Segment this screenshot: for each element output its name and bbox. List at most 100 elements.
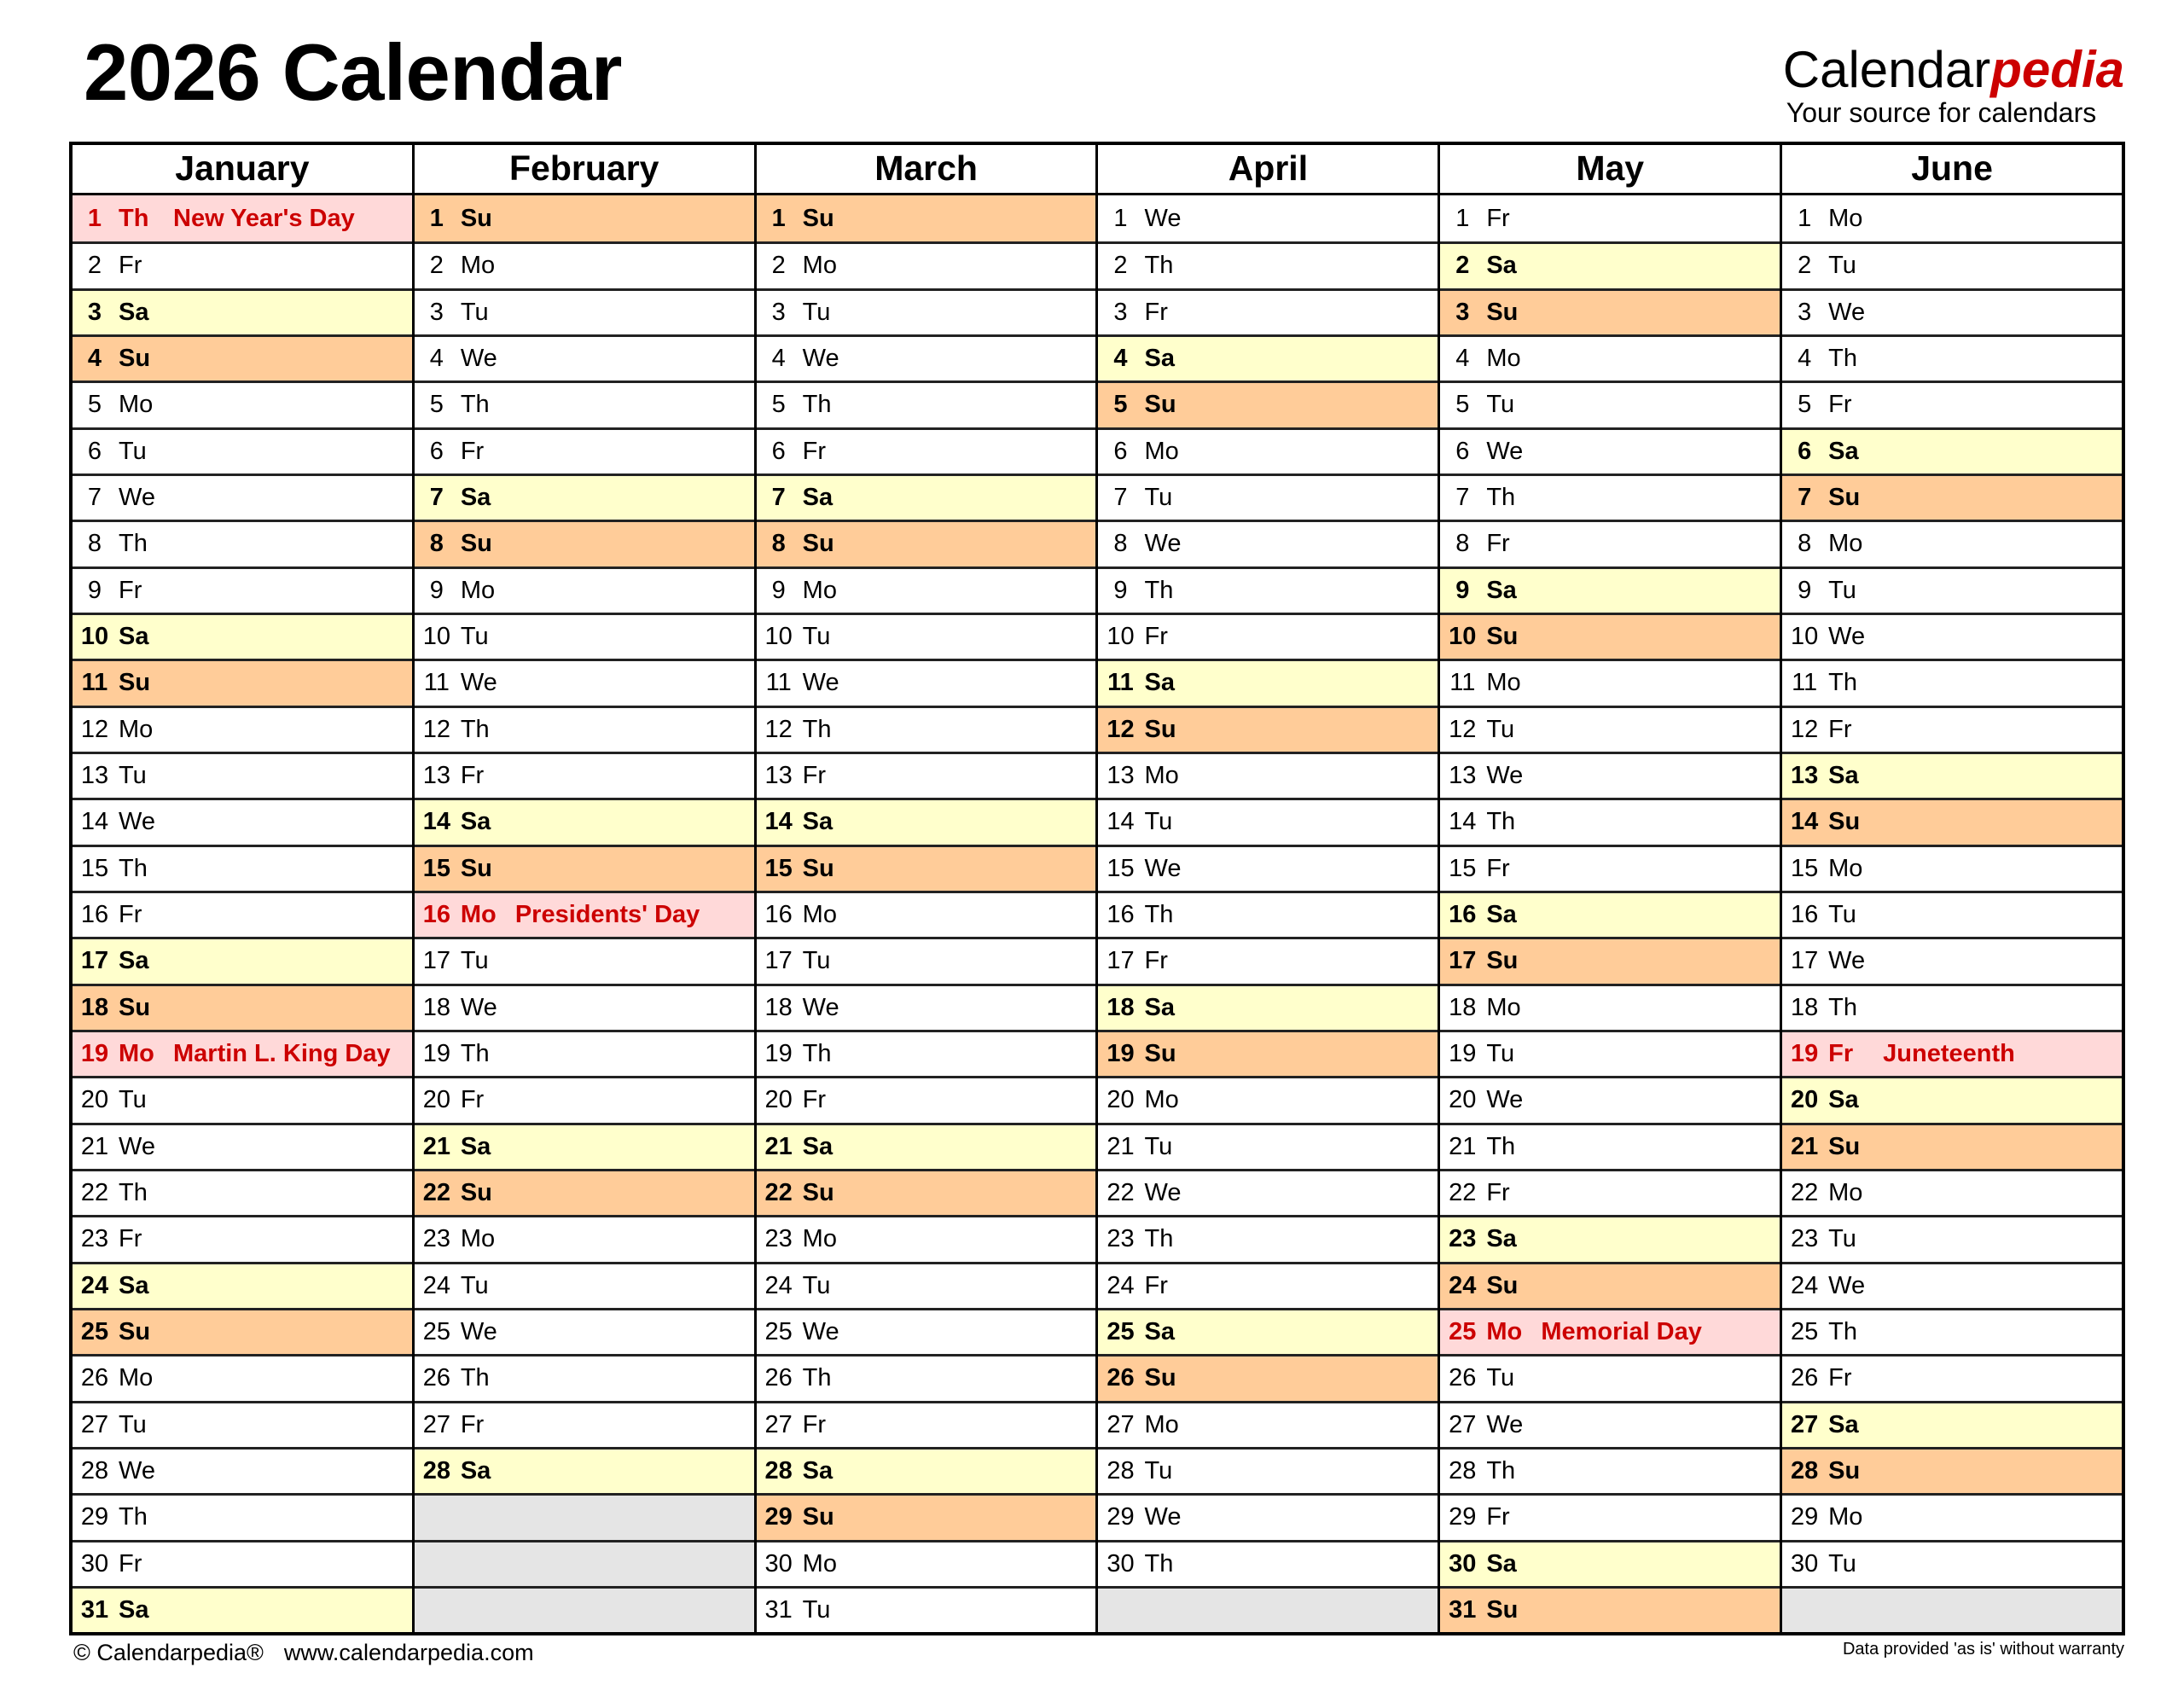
day-cell[interactable]: 18 Th [1782,983,2122,1030]
day-cell[interactable]: 12 Mo [73,705,412,752]
day-cell[interactable]: 17 We [1782,937,2122,983]
day-cell[interactable]: 18 Mo [1440,983,1780,1030]
day-cell[interactable]: 6 We [1440,427,1780,473]
day-cell[interactable]: 28 Sa [414,1446,754,1494]
day-cell[interactable]: 30 Tu [1782,1539,2122,1586]
day-cell[interactable]: 20 We [1440,1076,1780,1122]
day-cell[interactable]: 11 Th [1782,659,2122,705]
day-cell[interactable]: 16 Th [1098,890,1438,937]
day-cell[interactable]: 3 Fr [1098,288,1438,334]
day-cell[interactable]: 23 Tu [1782,1215,2122,1261]
day-cell[interactable]: 1 We [1098,195,1438,241]
day-cell[interactable]: 1 Mo [1782,195,2122,241]
day-cell[interactable]: 4 We [756,334,1096,381]
day-cell[interactable]: 23 Mo [414,1215,754,1261]
day-cell[interactable]: 13 Tu [73,751,412,798]
day-cell[interactable]: 28 Th [1440,1446,1780,1493]
day-cell[interactable]: 8 Mo [1782,520,2122,566]
holiday-day-cell[interactable]: 25 Mo Memorial Day [1440,1307,1780,1355]
day-cell[interactable]: 11 Mo [1440,659,1780,705]
day-cell[interactable]: 10 Fr [1098,612,1438,659]
day-cell[interactable]: 17 Fr [1098,937,1438,983]
day-cell[interactable]: 14 Tu [1098,798,1438,844]
day-cell[interactable]: 15 Th [73,844,412,891]
day-cell[interactable]: 24 Tu [414,1261,754,1308]
holiday-day-cell[interactable]: 19 Mo Martin L. King Day [73,1029,412,1077]
day-cell[interactable]: 21 Sa [414,1122,754,1169]
day-cell[interactable]: 31 Sa [73,1585,412,1633]
day-cell[interactable]: 12 Tu [1440,705,1780,752]
holiday-day-cell[interactable]: 1 Th New Year's Day [73,195,412,242]
day-cell[interactable]: 9 Fr [73,566,412,613]
day-cell[interactable]: 21 Th [1440,1122,1780,1169]
day-cell[interactable]: 3 Sa [73,288,412,334]
day-cell[interactable]: 29 Su [756,1493,1096,1540]
day-cell[interactable]: 19 Th [414,1029,754,1076]
day-cell[interactable]: 26 Tu [1440,1354,1780,1400]
day-cell[interactable]: 7 Su [1782,473,2122,520]
day-cell[interactable]: 9 Tu [1782,566,2122,613]
day-cell[interactable]: 29 We [1098,1493,1438,1539]
day-cell[interactable]: 10 Su [1440,612,1780,659]
day-cell[interactable]: 21 Tu [1098,1122,1438,1169]
holiday-day-cell[interactable]: 16 Mo Presidents' Day [414,890,754,938]
day-cell[interactable]: 7 We [73,473,412,520]
day-cell[interactable]: 4 Su [73,334,412,381]
day-cell[interactable]: 18 Su [73,983,412,1030]
day-cell[interactable]: 4 Th [1782,334,2122,381]
day-cell[interactable]: 9 Mo [756,566,1096,613]
day-cell[interactable]: 18 Sa [1098,983,1438,1030]
day-cell[interactable]: 6 Fr [756,427,1096,473]
day-cell[interactable]: 8 We [1098,520,1438,566]
day-cell[interactable]: 5 Th [756,381,1096,427]
calendarpedia-logo[interactable]: Calendarpedia Your source for calendars [1783,44,2124,127]
day-cell[interactable]: 25 Th [1782,1307,2122,1354]
day-cell[interactable]: 21 We [73,1122,412,1169]
day-cell[interactable]: 6 Sa [1782,427,2122,473]
day-cell[interactable]: 27 Sa [1782,1400,2122,1447]
day-cell[interactable]: 11 We [756,659,1096,705]
day-cell[interactable]: 13 Fr [756,751,1096,798]
day-cell[interactable]: 19 Th [756,1029,1096,1076]
day-cell[interactable]: 22 Fr [1440,1168,1780,1215]
day-cell[interactable]: 29 Fr [1440,1493,1780,1539]
day-cell[interactable]: 22 Mo [1782,1168,2122,1215]
day-cell[interactable]: 26 Th [756,1354,1096,1400]
day-cell[interactable]: 15 Fr [1440,844,1780,891]
day-cell[interactable]: 27 Tu [73,1400,412,1447]
day-cell[interactable]: 26 Fr [1782,1354,2122,1400]
day-cell[interactable]: 22 Th [73,1168,412,1215]
day-cell[interactable]: 10 We [1782,612,2122,659]
day-cell[interactable]: 6 Fr [414,427,754,473]
day-cell[interactable]: 5 Th [414,381,754,427]
day-cell[interactable]: 11 We [414,659,754,705]
day-cell[interactable]: 26 Su [1098,1354,1438,1401]
day-cell[interactable]: 28 Su [1782,1446,2122,1494]
day-cell[interactable]: 14 Su [1782,798,2122,845]
day-cell[interactable]: 1 Su [756,195,1096,242]
day-cell[interactable]: 27 Fr [414,1400,754,1447]
day-cell[interactable]: 8 Su [414,520,754,566]
day-cell[interactable]: 10 Tu [756,612,1096,659]
day-cell[interactable]: 25 Sa [1098,1307,1438,1355]
day-cell[interactable]: 8 Su [756,520,1096,566]
day-cell[interactable]: 15 Mo [1782,844,2122,891]
day-cell[interactable]: 10 Tu [414,612,754,659]
day-cell[interactable]: 18 We [414,983,754,1030]
day-cell[interactable]: 16 Fr [73,890,412,937]
day-cell[interactable]: 3 Tu [414,288,754,334]
day-cell[interactable]: 29 Th [73,1493,412,1539]
day-cell[interactable]: 28 Sa [756,1446,1096,1494]
day-cell[interactable]: 13 Fr [414,751,754,798]
day-cell[interactable]: 13 Mo [1098,751,1438,798]
day-cell[interactable]: 21 Sa [756,1122,1096,1169]
day-cell[interactable]: 5 Fr [1782,381,2122,427]
day-cell[interactable]: 24 Sa [73,1261,412,1308]
day-cell[interactable]: 23 Mo [756,1215,1096,1261]
day-cell[interactable]: 25 Su [73,1307,412,1355]
day-cell[interactable]: 5 Tu [1440,381,1780,427]
holiday-day-cell[interactable]: 19 Fr Juneteenth [1782,1029,2122,1077]
website-link[interactable]: www.calendarpedia.com [283,1640,534,1665]
day-cell[interactable]: 9 Th [1098,566,1438,613]
day-cell[interactable]: 17 Tu [414,937,754,983]
